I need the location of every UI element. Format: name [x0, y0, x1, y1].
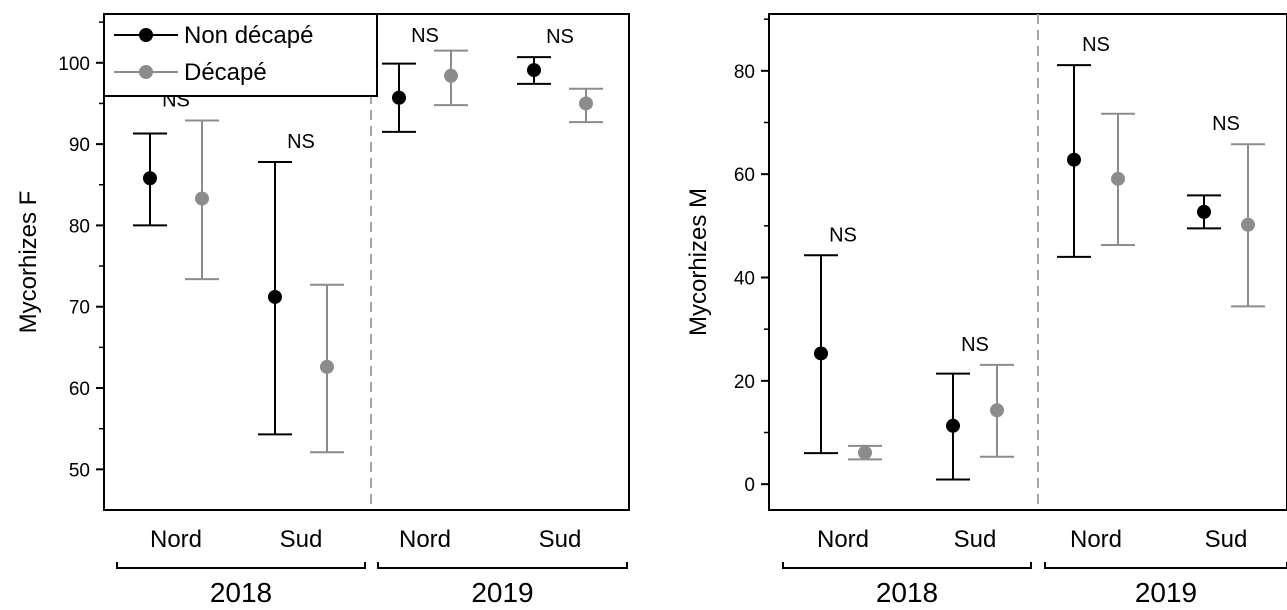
- y-tick-label: 40: [734, 269, 755, 290]
- y-tick-label: 80: [69, 216, 90, 237]
- data-point: [946, 418, 960, 433]
- x-category-label: Sud: [280, 526, 323, 553]
- y-tick-label: 60: [69, 379, 90, 400]
- x-category-label: Sud: [1205, 526, 1248, 553]
- year-bracket: [782, 562, 1032, 569]
- significance-label: NS: [1212, 113, 1240, 135]
- data-point: [444, 68, 458, 83]
- y-tick-label: 20: [734, 372, 755, 393]
- series-decape: [848, 112, 1265, 461]
- chart-panel-2: 0 20 40 60 80 Mycorhizes M Nord Sud Nord Sud 2018 2…: [685, 13, 1287, 608]
- x-category-label: Sud: [539, 526, 582, 553]
- series-non-decape: [804, 64, 1221, 481]
- significance-label: NS: [1082, 34, 1110, 56]
- x-category-label: Nord: [1070, 526, 1122, 553]
- data-point: [195, 191, 209, 206]
- data-point: [1067, 152, 1081, 167]
- data-point: [527, 63, 541, 78]
- y-tick-label: 60: [734, 165, 755, 186]
- data-point: [143, 171, 157, 186]
- significance-label: NS: [961, 334, 989, 356]
- significance-label: NS: [411, 25, 439, 47]
- data-point: [392, 90, 406, 105]
- year-label: 2019: [471, 577, 533, 608]
- legend-entry: Décapé: [184, 59, 267, 86]
- legend-marker: [139, 65, 153, 79]
- y-tick-label: 0: [744, 475, 755, 496]
- legend-entry: Non décapé: [184, 22, 313, 49]
- y-tick-label: 90: [69, 135, 90, 156]
- data-point: [320, 359, 334, 374]
- x-category-label: Sud: [954, 526, 997, 553]
- y-axis-label: Mycorhizes M: [685, 188, 712, 336]
- y-tick-label: 50: [69, 460, 90, 481]
- data-point: [990, 403, 1004, 418]
- x-category-label: Nord: [399, 526, 451, 553]
- significance-label: NS: [287, 131, 315, 153]
- y-tick-label: 80: [734, 62, 755, 83]
- data-point: [268, 289, 282, 304]
- year-bracket: [377, 562, 628, 569]
- data-point: [1241, 217, 1255, 232]
- x-category-label: Nord: [817, 526, 869, 553]
- legend: Non décapé Décapé: [103, 13, 378, 97]
- year-bracket: [116, 562, 366, 569]
- legend-box: [103, 13, 378, 97]
- plot-frame: [768, 13, 1287, 511]
- significance-label: NS: [546, 26, 574, 48]
- significance-label: NS: [829, 224, 857, 246]
- data-point: [579, 96, 593, 111]
- y-axis-label: Mycorhizes F: [15, 191, 42, 334]
- legend-marker: [139, 28, 153, 42]
- series-decape: [185, 49, 603, 454]
- year-bracket: [1044, 562, 1287, 569]
- x-category-label: Nord: [150, 526, 202, 553]
- year-label: 2018: [876, 577, 938, 608]
- data-point: [1197, 204, 1211, 219]
- series-non-decape: [133, 56, 551, 436]
- year-label: 2018: [210, 577, 272, 608]
- data-point: [1111, 171, 1125, 186]
- y-tick-label: 100: [58, 54, 90, 75]
- y-tick-label: 70: [69, 298, 90, 319]
- year-label: 2019: [1135, 577, 1197, 608]
- data-point: [814, 346, 828, 361]
- data-point: [858, 445, 872, 460]
